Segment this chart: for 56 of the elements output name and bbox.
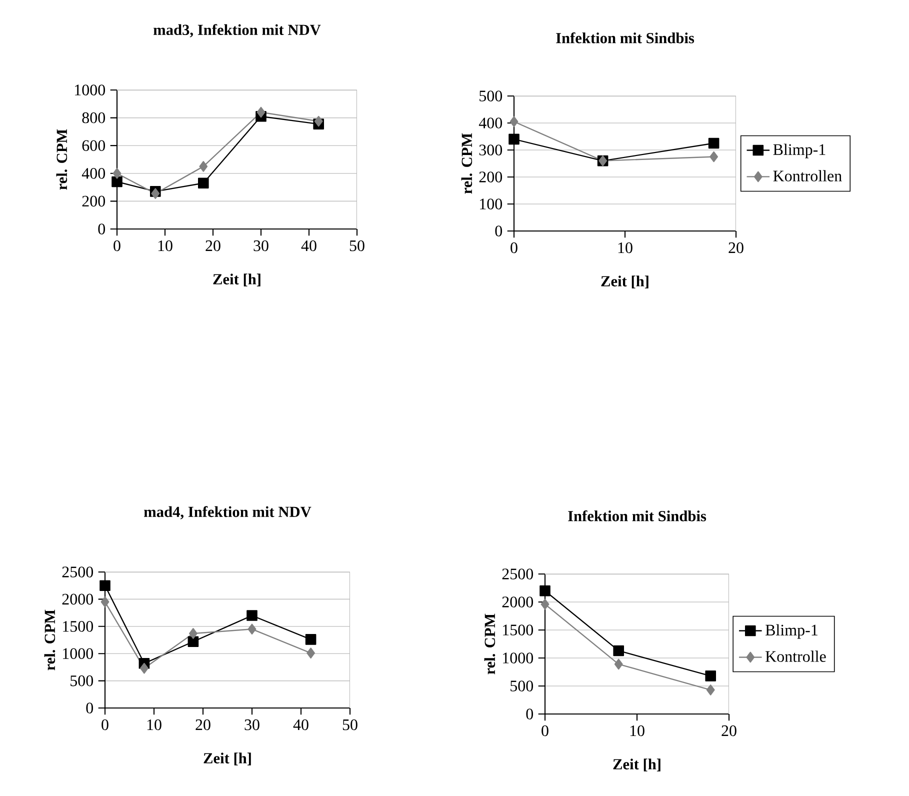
y-tick-label: 200 <box>82 196 106 207</box>
x-tick-label: 30 <box>254 240 268 252</box>
y-tick-label: 500 <box>510 680 534 692</box>
y-tick-label: 400 <box>82 168 106 179</box>
y-tick-label: 2000 <box>62 594 94 605</box>
y-tick-label: 1000 <box>63 648 94 659</box>
legend-label: Blimp-1 <box>766 624 818 639</box>
chart-title: Infektion mit Sindbis <box>568 510 706 522</box>
x-tick-label: 10 <box>630 725 644 736</box>
y-tick-label: 600 <box>82 140 106 151</box>
y-axis-title: rel. CPM <box>44 610 56 670</box>
y-tick-label: 0 <box>98 224 106 234</box>
x-tick-label: 50 <box>342 719 358 730</box>
x-axis-title: Zeit [h] <box>613 758 660 772</box>
x-tick-label: 0 <box>542 725 548 736</box>
y-tick-label: 1500 <box>63 621 94 632</box>
x-tick-label: 30 <box>244 719 260 730</box>
y-tick-label: 2500 <box>62 566 94 578</box>
x-tick-label: 50 <box>350 240 364 252</box>
x-tick-label: 10 <box>618 242 632 254</box>
y-axis-title: rel. CPM <box>461 133 472 194</box>
y-axis-title: rel. CPM <box>484 614 496 674</box>
x-axis-title: Zeit [h] <box>601 276 648 288</box>
x-tick-label: 20 <box>196 719 210 730</box>
chart-title: mad3, Infektion mit NDV <box>154 24 321 38</box>
x-tick-label: 10 <box>147 719 162 730</box>
y-tick-label: 2000 <box>502 596 534 608</box>
legend-label: Blimp-1 <box>773 144 826 158</box>
y-tick-label: 0 <box>86 702 94 714</box>
y-tick-label: 1500 <box>503 624 534 636</box>
x-tick-label: 20 <box>206 240 220 252</box>
y-tick-label: 300 <box>479 144 502 156</box>
x-tick-label: 0 <box>114 240 120 252</box>
x-tick-label: 40 <box>293 719 308 730</box>
x-axis-title: Zeit [h] <box>204 752 251 766</box>
y-tick-label: 0 <box>526 708 534 720</box>
y-tick-label: 1000 <box>75 84 106 96</box>
y-tick-label: 500 <box>480 90 502 102</box>
y-tick-label: 100 <box>480 198 502 210</box>
chart-title: Infektion mit Sindbis <box>556 32 694 44</box>
y-tick-label: 1000 <box>503 652 534 664</box>
y-tick-label: 400 <box>478 118 502 128</box>
legend-label: Kontrolle <box>766 650 826 662</box>
x-tick-label: 10 <box>158 240 172 252</box>
chart-title: mad4, Infektion mit NDV <box>144 506 312 520</box>
legend-label: Kontrollen <box>773 170 842 182</box>
y-tick-label: 500 <box>70 675 94 686</box>
y-tick-label: 200 <box>479 172 502 182</box>
x-tick-label: 20 <box>722 725 736 736</box>
y-tick-label: 800 <box>82 112 106 124</box>
y-axis-title: rel. CPM <box>56 129 68 190</box>
y-tick-label: 2500 <box>502 568 534 580</box>
x-tick-label: 20 <box>728 242 744 254</box>
y-tick-label: 0 <box>495 226 502 236</box>
x-tick-label: 40 <box>301 240 316 252</box>
x-axis-title: Zeit [h] <box>213 274 260 286</box>
